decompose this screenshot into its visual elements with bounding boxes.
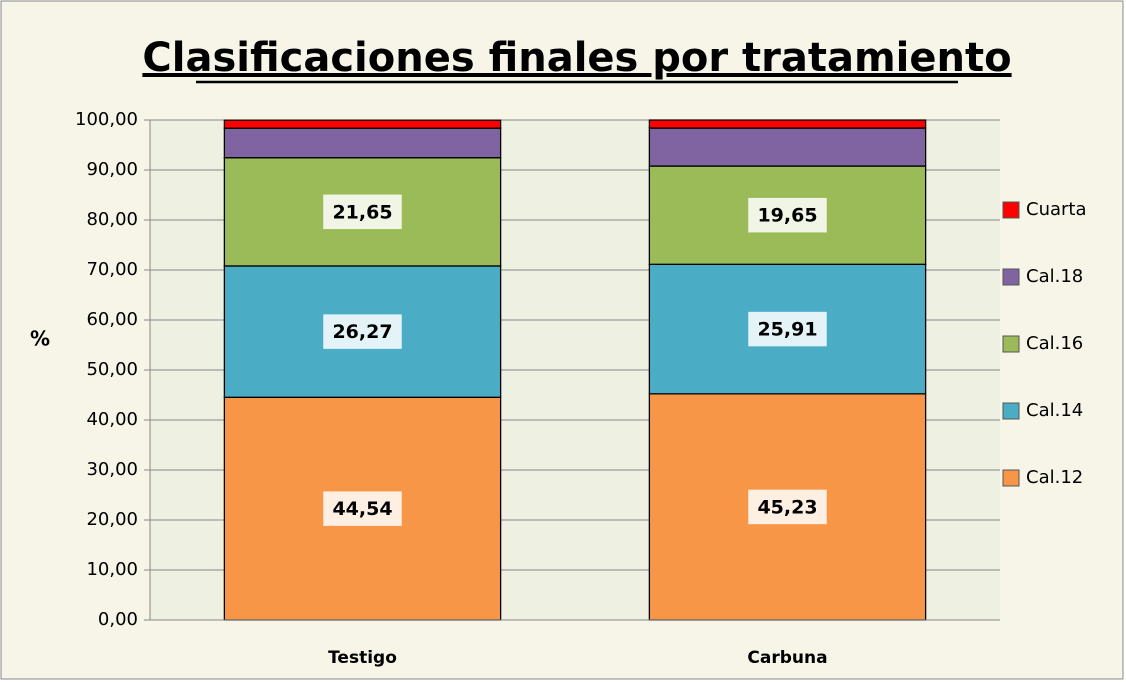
bar-segment xyxy=(223,127,502,159)
x-tick-label: Testigo xyxy=(328,648,397,668)
data-label: 19,65 xyxy=(757,205,817,227)
x-tick-label: Carbuna xyxy=(747,648,827,668)
y-tick-label: 80,00 xyxy=(86,209,138,230)
legend-label: Cal.12 xyxy=(1026,467,1083,488)
legend-swatch xyxy=(1002,268,1020,286)
bar-segment xyxy=(648,263,927,395)
y-tick-label: 90,00 xyxy=(86,159,138,180)
data-label: 21,65 xyxy=(332,201,392,223)
bar-segment xyxy=(648,119,927,129)
legend-label: Cal.14 xyxy=(1026,400,1083,421)
legend-swatch xyxy=(1002,201,1020,219)
data-label: 45,23 xyxy=(757,496,817,518)
legend-label: Cuarta xyxy=(1026,199,1087,220)
legend-label: Cal.18 xyxy=(1026,266,1083,287)
legend-swatch xyxy=(1002,469,1020,487)
y-tick-label: 10,00 xyxy=(86,559,138,580)
label-box xyxy=(321,193,404,231)
y-axis-label: % xyxy=(30,327,50,351)
y-tick-label: 20,00 xyxy=(86,509,138,530)
label-box xyxy=(746,488,829,526)
legend-label: Cal.16 xyxy=(1026,333,1083,354)
y-tick-label: 0,00 xyxy=(98,609,138,630)
data-label: 44,54 xyxy=(332,498,392,520)
bar-segment xyxy=(648,127,927,167)
label-box xyxy=(746,196,829,234)
y-tick-label: 60,00 xyxy=(86,309,138,330)
label-box xyxy=(321,489,404,528)
chart-title: Clasificaciones finales por tratamiento xyxy=(142,35,1011,81)
label-box xyxy=(321,312,404,351)
y-tick-label: 30,00 xyxy=(86,459,138,480)
label-box xyxy=(746,310,829,348)
y-tick-label: 100,00 xyxy=(75,109,138,130)
data-label: 26,27 xyxy=(332,321,392,343)
data-label: 25,91 xyxy=(757,319,817,341)
legend-swatch xyxy=(1002,335,1020,353)
y-tick-label: 70,00 xyxy=(86,259,138,280)
bar-segment xyxy=(223,119,502,129)
y-tick-label: 40,00 xyxy=(86,409,138,430)
legend-swatch xyxy=(1002,402,1020,420)
y-tick-label: 50,00 xyxy=(86,359,138,380)
